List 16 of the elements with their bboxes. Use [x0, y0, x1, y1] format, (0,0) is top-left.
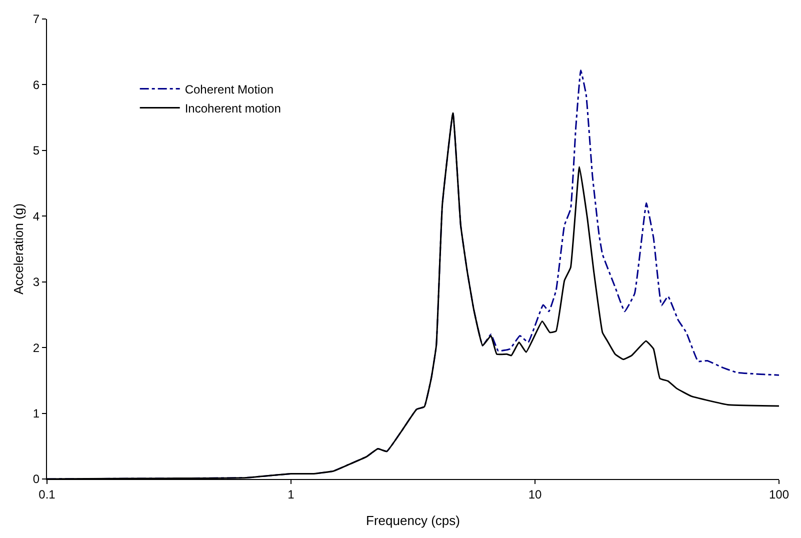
x-axis-title: Frequency (cps): [366, 513, 460, 528]
y-tick-label: 2: [32, 340, 40, 355]
y-tick-label: 7: [32, 12, 40, 26]
x-tick-label: 100: [768, 487, 790, 502]
y-tick-label: 5: [32, 144, 40, 158]
y-axis-title: Acceleration (g): [10, 203, 26, 295]
y-tick-label: 0: [32, 472, 40, 486]
y-tick-label: 6: [32, 78, 40, 92]
x-tick-label: 10: [528, 487, 542, 502]
y-tick-label: 3: [32, 275, 40, 290]
x-tick-label: 1: [288, 487, 295, 502]
y-tick-label: 1: [32, 406, 40, 420]
legend-label: Coherent Motion: [184, 82, 274, 96]
y-tick-label: 4: [32, 209, 40, 224]
x-tick-label: 0.1: [38, 487, 56, 502]
legend-label: Incoherent motion: [184, 101, 281, 116]
